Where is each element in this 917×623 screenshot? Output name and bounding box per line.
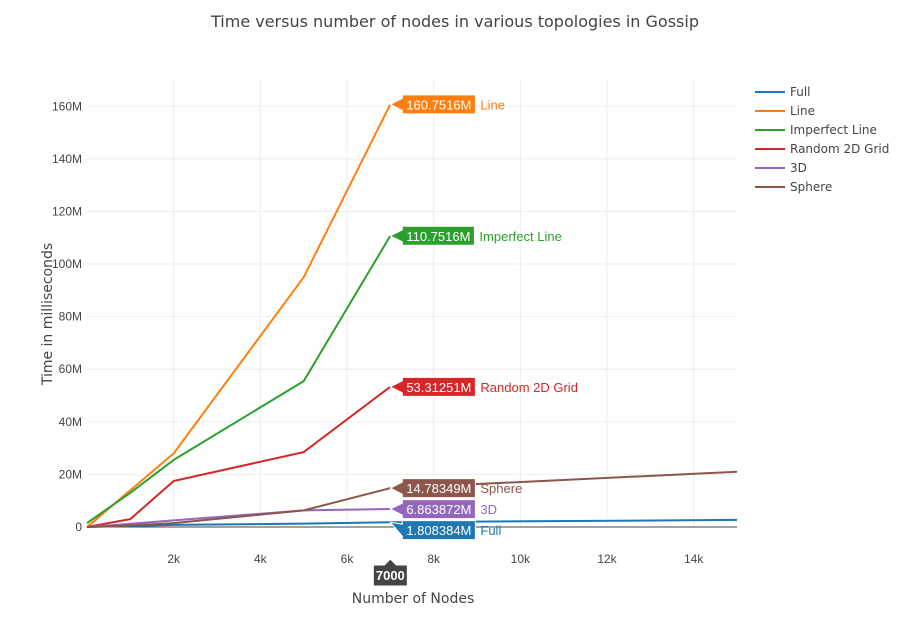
x-tick-label: 14k (684, 552, 704, 566)
legend-label: Random 2D Grid (790, 142, 889, 156)
legend-label: 3D (790, 161, 807, 175)
x-tick-label: 10k (511, 552, 531, 566)
y-tick-label: 160M (52, 99, 82, 113)
hover-value: 53.31251M (406, 380, 471, 395)
series-lines (86, 103, 738, 528)
hover-series-name: Sphere (480, 481, 522, 496)
hover-series-name: Full (480, 523, 501, 538)
legend-label: Sphere (790, 180, 832, 194)
y-axis-title: Time in milliseconds (40, 243, 56, 386)
x-hover-box (372, 558, 408, 587)
y-tick-label: 140M (52, 152, 82, 166)
y-tick-label: 0 (75, 520, 82, 534)
hover-labels: 1.808384M Full 160.7516M Line 110.7516M Imper… (372, 94, 578, 587)
chart-title: Time versus number of nodes in various t… (210, 12, 699, 31)
hover-value: 14.78349M (406, 481, 471, 496)
x-tick-label: 12k (597, 552, 617, 566)
series-line-3d (86, 508, 391, 528)
y-tick-label: 40M (59, 415, 82, 429)
hover-box (389, 376, 476, 397)
x-tick-label: 8k (427, 552, 441, 566)
series-line-imperfect-line (86, 235, 392, 524)
gridlines (87, 80, 737, 527)
hover-value: 160.7516M (406, 97, 471, 112)
x-tick-label: 4k (254, 552, 268, 566)
legend-label: Line (790, 104, 815, 118)
y-tick-label: 120M (52, 204, 82, 218)
hover-box (389, 94, 476, 115)
hover-series-name: Random 2D Grid (480, 380, 578, 395)
y-tick-label: 20M (59, 467, 82, 481)
hover-box (389, 225, 475, 246)
axes: 0 20M 40M 60M 80M 100M 120M 140M 160M 2k 4k 6k 8k 10k… (52, 99, 737, 566)
y-tick-label: 80M (59, 310, 82, 324)
legend-label: Full (790, 85, 811, 99)
x-hover-value: 7000 (376, 568, 405, 583)
hover-value: 1.808384M (406, 523, 471, 538)
x-tick-label: 2k (167, 552, 181, 566)
hover-value: 110.7516M (406, 229, 470, 244)
series-line-line (86, 103, 392, 528)
x-tick-label: 6k (341, 552, 355, 566)
y-tick-label: 60M (59, 362, 82, 376)
hover-value: 6.863872M (406, 502, 471, 517)
hover-box (389, 478, 476, 499)
hover-series-name: Line (480, 97, 505, 112)
hover-box (389, 520, 476, 541)
hover-box (389, 499, 476, 520)
y-tick-label: 100M (52, 257, 82, 271)
legend-label: Imperfect Line (790, 123, 877, 137)
hover-series-name: Imperfect Line (479, 229, 561, 244)
x-axis-title: Number of Nodes (352, 591, 474, 607)
legend: Full Line Imperfect Line Random 2D Grid 3D Sp… (755, 85, 889, 194)
series-line-random-2d-grid (86, 386, 391, 528)
hover-series-name: 3D (480, 502, 497, 517)
